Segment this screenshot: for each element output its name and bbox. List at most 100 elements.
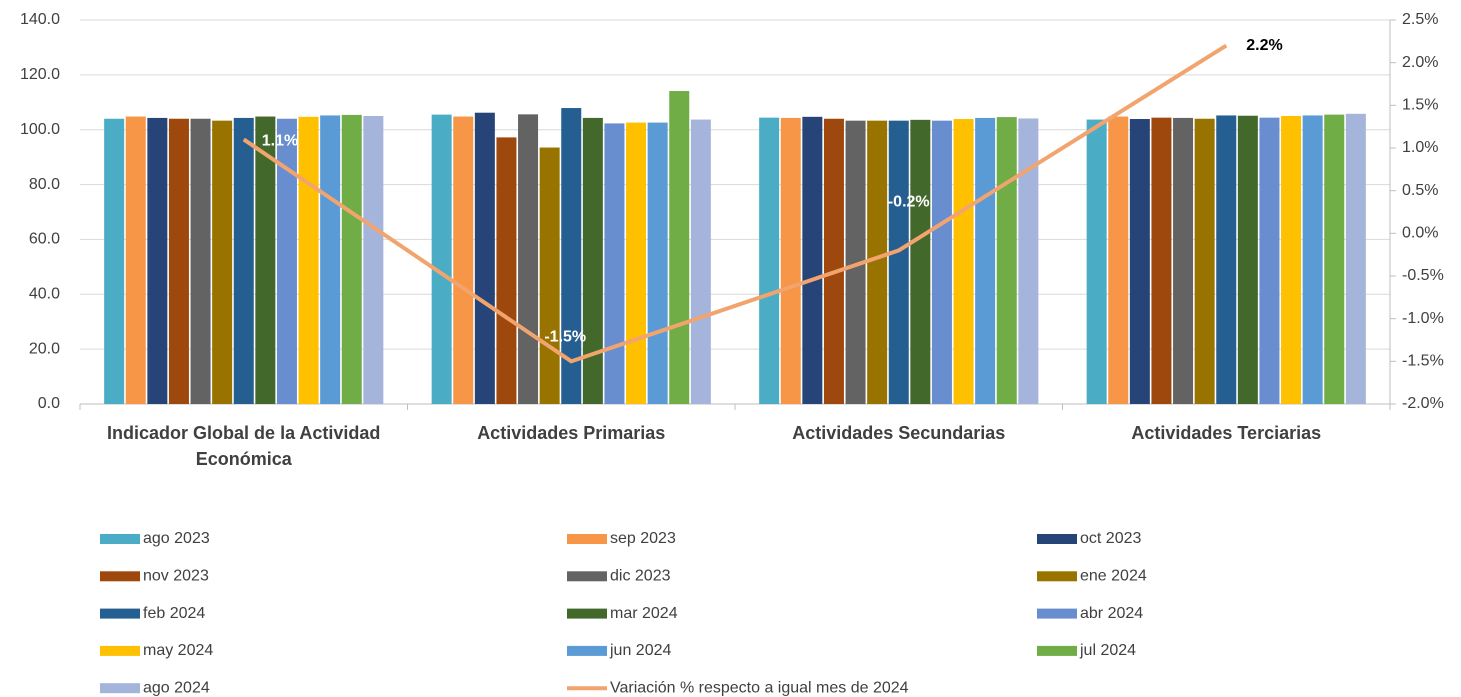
data-label: 2.2%: [1246, 37, 1282, 54]
bar: [845, 120, 866, 405]
bar: [320, 115, 341, 405]
bar: [474, 112, 495, 405]
bar: [539, 147, 560, 405]
x-tick-label: Indicador Global de la Actividad Económi…: [107, 423, 381, 469]
data-label: 1.1%: [262, 133, 298, 150]
legend-label: sep 2023: [610, 530, 676, 547]
y2-tick-label: 1.0%: [1402, 139, 1438, 156]
legend-label: ago 2024: [143, 679, 210, 696]
bar: [604, 123, 625, 405]
legend-label: may 2024: [143, 642, 213, 659]
legend-swatch: [100, 645, 140, 656]
bar: [759, 117, 780, 404]
legend-swatch: [1037, 534, 1077, 544]
x-tick-label: Actividades Primarias: [477, 423, 666, 443]
x-tick-label: Actividades Secundarias: [792, 423, 1006, 443]
bar: [1018, 118, 1039, 405]
legend-swatch: [1037, 645, 1077, 656]
bar: [363, 116, 384, 404]
bar: [802, 116, 823, 404]
y2-tick-label: -0.5%: [1402, 267, 1444, 284]
y-tick-label: 0.0: [38, 395, 60, 412]
legend-swatch: [567, 534, 607, 544]
bar: [975, 117, 996, 405]
bar: [996, 117, 1017, 405]
y2-tick-label: -2.0%: [1402, 395, 1444, 412]
bar: [255, 116, 276, 404]
bar: [431, 114, 452, 404]
bar: [298, 116, 319, 404]
bar: [1302, 115, 1323, 405]
legend-swatch: [1037, 571, 1077, 582]
y-tick-label: 40.0: [29, 286, 60, 303]
bar: [453, 116, 474, 404]
legend-label: feb 2024: [143, 605, 205, 622]
bar: [496, 137, 517, 404]
bar: [910, 119, 931, 404]
bar: [823, 118, 844, 404]
bar: [276, 118, 297, 404]
y2-tick-label: 0.0%: [1402, 225, 1438, 242]
y2-tick-label: 0.5%: [1402, 182, 1438, 199]
bar: [1151, 117, 1172, 404]
legend-swatch: [100, 683, 140, 694]
legend-label: mar 2024: [610, 605, 678, 622]
y2-tick-label: -1.5%: [1402, 353, 1444, 370]
bar: [669, 91, 690, 404]
x-tick-label: Actividades Terciarias: [1131, 423, 1322, 443]
bar: [168, 118, 189, 404]
bar: [518, 114, 539, 405]
bar: [233, 117, 254, 405]
y2-tick-label: -1.0%: [1402, 310, 1444, 327]
data-label: -1.5%: [544, 329, 586, 346]
bar: [125, 116, 146, 404]
bar: [104, 118, 125, 404]
bar: [780, 117, 801, 405]
bar: [1281, 116, 1302, 404]
bar: [1345, 113, 1366, 404]
legend-swatch: [100, 608, 140, 619]
bar: [147, 117, 168, 405]
legend-swatch: [100, 534, 140, 544]
bar: [212, 120, 233, 405]
legend-label: nov 2023: [143, 568, 209, 585]
legend-label: ene 2024: [1080, 568, 1147, 585]
bar: [888, 120, 909, 405]
legend-label: oct 2023: [1080, 530, 1141, 547]
bar: [1173, 117, 1194, 405]
bar: [953, 119, 974, 404]
legend-swatch: [100, 571, 140, 582]
bar: [867, 120, 888, 405]
bar: [1237, 115, 1258, 405]
bar: [1259, 117, 1280, 404]
y2-tick-label: 2.0%: [1402, 54, 1438, 71]
legend-swatch: [567, 608, 607, 619]
bar: [626, 122, 647, 404]
bar: [1108, 116, 1129, 404]
legend-label: ago 2023: [143, 530, 210, 547]
bar: [1216, 115, 1237, 405]
legend-swatch: [567, 645, 607, 656]
bar: [1129, 119, 1150, 404]
bar: [561, 108, 582, 404]
bar: [582, 117, 603, 405]
bar: [1324, 114, 1345, 404]
line: [242, 43, 1228, 364]
y-tick-label: 60.0: [29, 231, 60, 248]
y2-tick-label: 2.5%: [1402, 11, 1438, 28]
data-label: -0.2%: [888, 194, 930, 211]
bar: [190, 118, 211, 404]
legend-label: jun 2024: [609, 642, 671, 659]
legend-label: dic 2023: [610, 568, 671, 585]
y-tick-label: 20.0: [29, 340, 60, 357]
bar: [1194, 118, 1215, 404]
y2-tick-label: 1.5%: [1402, 97, 1438, 114]
bar: [341, 114, 362, 404]
bar: [1086, 119, 1107, 405]
bar: [690, 119, 711, 405]
legend-label: Variación % respecto a igual mes de 2024: [610, 679, 909, 696]
y-tick-label: 140.0: [20, 11, 60, 28]
legend-label: abr 2024: [1080, 605, 1143, 622]
bar: [931, 120, 952, 405]
